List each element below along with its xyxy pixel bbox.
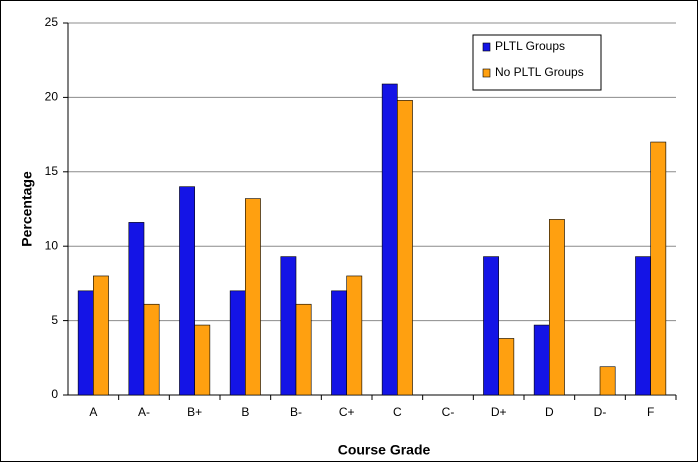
x-tick-label: C- [442,405,455,419]
legend-swatch [482,42,491,52]
x-tick-label: D- [594,405,607,419]
x-tick-label: C [393,405,402,419]
y-tick-label: 5 [51,313,58,327]
bar [93,275,109,396]
bar [77,290,94,396]
bar [245,198,261,396]
y-tick-label: 20 [45,90,59,104]
legend-swatch [482,68,491,78]
bar [650,141,667,396]
x-tick-label: A- [138,405,150,419]
bar [128,222,145,396]
bar [498,338,515,396]
x-tick-label: D+ [491,405,507,419]
x-tick-label: B+ [187,405,202,419]
bar [635,256,651,396]
legend-label: PLTL Groups [495,39,565,53]
bar [194,324,211,396]
legend-label: No PLTL Groups [495,65,584,79]
bar [533,324,550,396]
legend-box [472,34,602,91]
bar [397,100,413,396]
bar [549,219,565,396]
bar [346,275,363,396]
x-tick-label: F [647,405,654,419]
bar [179,186,195,396]
y-axis-title: Percentage [19,171,35,247]
y-tick-label: 10 [45,238,59,252]
x-tick-label: D [545,405,554,419]
bar [143,303,160,396]
bar [331,290,347,396]
x-axis-title: Course Grade [338,442,431,458]
y-tick-label: 25 [45,15,59,29]
y-tick-label: 15 [45,164,59,178]
y-tick-label: 0 [51,387,58,401]
x-tick-label: B [241,405,249,419]
bar [599,366,616,396]
bar [295,303,312,396]
x-tick-label: C+ [339,405,355,419]
bar [381,83,398,396]
bar [280,256,297,396]
bar [229,290,246,396]
bar [483,256,499,396]
x-tick-label: A [89,405,97,419]
x-tick-label: B- [290,405,302,419]
